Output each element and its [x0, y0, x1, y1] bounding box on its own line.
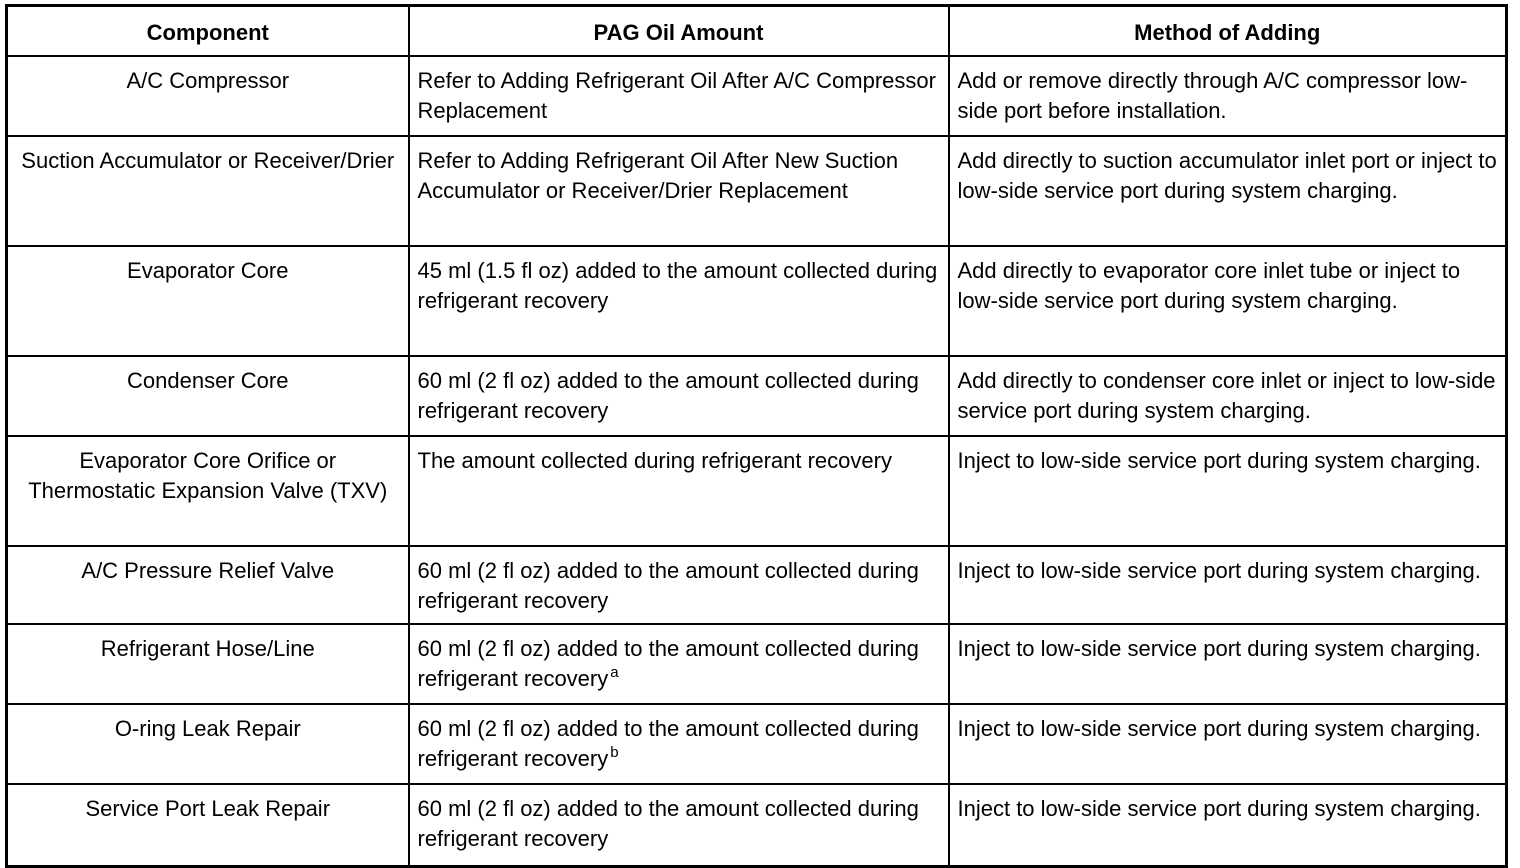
amount-cell: 60 ml (2 fl oz) added to the amount coll… — [407, 623, 950, 705]
amount-cell: Refer to Adding Refrigerant Oil After Ne… — [407, 135, 950, 247]
footnote-marker: a — [610, 664, 619, 681]
method-cell: Inject to low-side service port during s… — [947, 435, 1508, 547]
method-cell-text: Inject to low-side service port during s… — [957, 558, 1481, 583]
method-cell-text: Add directly to suction accumulator inle… — [957, 148, 1497, 203]
method-cell-text: Inject to low-side service port during s… — [957, 716, 1481, 741]
component-cell: O-ring Leak Repair — [5, 703, 410, 785]
method-cell: Add or remove directly through A/C compr… — [947, 55, 1508, 137]
table-row: Suction Accumulator or Receiver/Drier Ref… — [5, 135, 1508, 247]
amount-cell-text: 60 ml (2 fl oz) added to the amount coll… — [417, 558, 919, 613]
header-method-of-adding: Method of Adding — [947, 4, 1508, 57]
component-cell: Evaporator Core — [5, 245, 410, 357]
method-cell: Inject to low-side service port during s… — [947, 623, 1508, 705]
component-cell-text: Suction Accumulator or Receiver/Drier — [21, 148, 395, 173]
amount-cell: 60 ml (2 fl oz) added to the amount coll… — [407, 545, 950, 625]
component-cell-text: Service Port Leak Repair — [85, 796, 331, 821]
header-component: Component — [5, 4, 410, 57]
component-cell: A/C Compressor — [5, 55, 410, 137]
method-cell: Inject to low-side service port during s… — [947, 703, 1508, 785]
header-pag-oil-amount: PAG Oil Amount — [407, 4, 950, 57]
method-cell-text: Inject to low-side service port during s… — [957, 448, 1481, 473]
component-cell-text: A/C Pressure Relief Valve — [81, 558, 335, 583]
table-row: Evaporator Core Orifice or Thermostatic … — [5, 435, 1508, 547]
component-cell-text: Condenser Core — [127, 368, 289, 393]
method-cell-text: Add directly to evaporator core inlet tu… — [957, 258, 1461, 313]
amount-cell: Refer to Adding Refrigerant Oil After A/… — [407, 55, 950, 137]
table-row: Service Port Leak Repair 60 ml (2 fl oz) … — [5, 783, 1508, 868]
header-row: Component PAG Oil Amount Method of Addin… — [5, 4, 1508, 57]
amount-cell-text: 60 ml (2 fl oz) added to the amount coll… — [417, 636, 919, 691]
component-cell: Condenser Core — [5, 355, 410, 437]
component-cell: Service Port Leak Repair — [5, 783, 410, 868]
table-row: Refrigerant Hose/Line 60 ml (2 fl oz) add… — [5, 623, 1508, 705]
component-cell-text: Evaporator Core — [127, 258, 289, 283]
component-cell: A/C Pressure Relief Valve — [5, 545, 410, 625]
method-cell-text: Add or remove directly through A/C compr… — [957, 68, 1468, 123]
amount-cell: 60 ml (2 fl oz) added to the amount coll… — [407, 703, 950, 785]
table-row: A/C Compressor Refer to Adding Refrigeran… — [5, 55, 1508, 137]
amount-cell-text: The amount collected during refrigerant … — [417, 448, 892, 473]
component-cell: Refrigerant Hose/Line — [5, 623, 410, 705]
amount-cell-text: 60 ml (2 fl oz) added to the amount coll… — [417, 796, 919, 851]
footnote-marker: b — [610, 744, 619, 761]
method-cell-text: Add directly to condenser core inlet or … — [957, 368, 1496, 423]
table-row: O-ring Leak Repair 60 ml (2 fl oz) added … — [5, 703, 1508, 785]
method-cell-text: Inject to low-side service port during s… — [957, 636, 1481, 661]
method-cell-text: Inject to low-side service port during s… — [957, 796, 1481, 821]
component-cell: Suction Accumulator or Receiver/Drier — [5, 135, 410, 247]
amount-cell-text: Refer to Adding Refrigerant Oil After Ne… — [417, 148, 899, 203]
method-cell: Add directly to condenser core inlet or … — [947, 355, 1508, 437]
pag-oil-table: Component PAG Oil Amount Method of Addin… — [5, 4, 1508, 868]
component-cell-text: A/C Compressor — [126, 68, 290, 93]
amount-cell: 60 ml (2 fl oz) added to the amount coll… — [407, 355, 950, 437]
component-cell-text: Refrigerant Hose/Line — [100, 636, 315, 661]
amount-cell-text: 60 ml (2 fl oz) added to the amount coll… — [417, 716, 919, 771]
amount-cell-text: Refer to Adding Refrigerant Oil After A/… — [417, 68, 936, 123]
method-cell: Inject to low-side service port during s… — [947, 783, 1508, 868]
amount-cell: The amount collected during refrigerant … — [407, 435, 950, 547]
amount-cell-text: 60 ml (2 fl oz) added to the amount coll… — [417, 368, 919, 423]
method-cell: Inject to low-side service port during s… — [947, 545, 1508, 625]
amount-cell: 45 ml (1.5 fl oz) added to the amount co… — [407, 245, 950, 357]
table-row: A/C Pressure Relief Valve 60 ml (2 fl oz)… — [5, 545, 1508, 625]
component-cell-text: O-ring Leak Repair — [114, 716, 301, 741]
table-row: Condenser Core 60 ml (2 fl oz) added to t… — [5, 355, 1508, 437]
component-cell-text: Evaporator Core Orifice or Thermostatic … — [28, 448, 388, 503]
table-row: Evaporator Core 45 ml (1.5 fl oz) added t… — [5, 245, 1508, 357]
method-cell: Add directly to evaporator core inlet tu… — [947, 245, 1508, 357]
method-cell: Add directly to suction accumulator inle… — [947, 135, 1508, 247]
amount-cell-text: 45 ml (1.5 fl oz) added to the amount co… — [417, 258, 938, 313]
component-cell: Evaporator Core Orifice or Thermostatic … — [5, 435, 410, 547]
amount-cell: 60 ml (2 fl oz) added to the amount coll… — [407, 783, 950, 868]
